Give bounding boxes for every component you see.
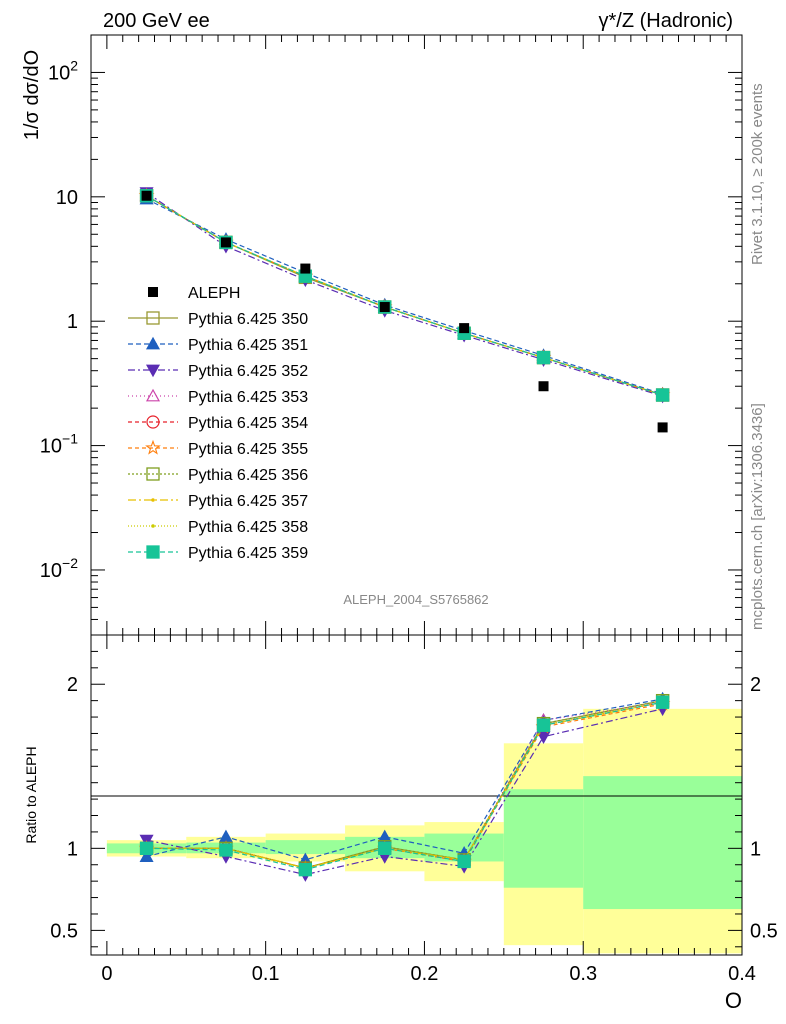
ratio-band-inner <box>265 840 346 855</box>
legend-marker <box>146 467 160 481</box>
xtick-label: 0 <box>101 963 112 985</box>
ratio-series-1-point <box>139 849 154 862</box>
header-left: 200 GeV ee <box>103 10 210 32</box>
legend-marker <box>151 524 155 528</box>
ratio-frame <box>90 634 743 956</box>
legend-label: Pythia 6.425 353 <box>188 389 308 406</box>
legend-label: Pythia 6.425 350 <box>188 311 308 328</box>
aleph-data-point <box>538 381 549 392</box>
xtick-label: 0.4 <box>728 963 756 985</box>
legend-label: Pythia 6.425 351 <box>188 337 308 354</box>
ratio-ytick-label-right: 1 <box>750 838 761 860</box>
main-ytick-label: 102 <box>48 57 78 84</box>
ratio-series-9-point <box>655 695 670 709</box>
legend-marker <box>145 388 161 402</box>
legend: ALEPH Pythia 6.425 350 Pythia 6.425 351 Pyt… <box>128 285 308 562</box>
ratio-ytick-label-left: 0.5 <box>50 920 78 942</box>
aleph-data-point <box>300 263 311 274</box>
main-ytick-label: 1 <box>67 311 78 333</box>
main-ytick-label: 10−2 <box>40 555 78 582</box>
main-panel: 102 10 1 10−1 10−2 1/σ dσ/dO ALEPH_2004_S576… <box>21 34 743 636</box>
legend-marker <box>146 415 160 429</box>
xtick-label: 0.1 <box>252 963 280 985</box>
xtick-label: 0.3 <box>569 963 597 985</box>
ratio-series-2-point <box>536 731 551 744</box>
main-ytick-label: 10−1 <box>40 431 78 458</box>
xtick-label: 0.2 <box>411 963 439 985</box>
ratio-ytick-label-right: 0.5 <box>750 920 778 942</box>
main-series-9-point <box>655 388 670 402</box>
ratio-ytick-label-right: 2 <box>750 674 761 696</box>
ratio-series-layer <box>138 691 671 882</box>
ratio-series-9-point <box>378 841 392 855</box>
aleph-data-point <box>657 422 668 433</box>
ratio-series-9-point <box>536 718 551 732</box>
aleph-data-point <box>459 323 470 334</box>
ratio-uncertainty-bands <box>106 708 742 954</box>
legend-marker <box>145 364 161 378</box>
main-series-9-point <box>536 350 551 365</box>
ratio-series-9-point <box>457 854 471 869</box>
main-ytick-label: 10 <box>56 187 78 209</box>
header-right: γ*/Z (Hadronic) <box>599 10 733 32</box>
aleph-data-point <box>141 190 152 201</box>
ratio-panel: 0 0.1 0.2 0.3 0.4 0.5 0.5 1 1 2 2 Ratio to ALEPH O <box>23 634 778 1013</box>
ratio-series-9-point <box>219 843 233 857</box>
legend-marker-aleph <box>148 287 158 297</box>
legend-marker <box>145 336 161 350</box>
legend-label: Pythia 6.425 356 <box>188 467 308 484</box>
ratio-series-9-point <box>139 841 154 855</box>
ratio-series-1-point <box>218 829 233 843</box>
analysis-label: ALEPH_2004_S5765862 <box>343 592 488 607</box>
legend-label: Pythia 6.425 358 <box>188 519 308 536</box>
legend-label: Pythia 6.425 354 <box>188 415 308 432</box>
legend-marker <box>145 439 161 455</box>
main-axis-ticks: 102 10 1 10−1 10−2 <box>40 34 743 636</box>
legend-marker <box>146 545 160 559</box>
legend-marker <box>151 498 155 502</box>
ratio-ytick-label-left: 1 <box>67 838 78 860</box>
legend-label: Pythia 6.425 352 <box>188 363 308 380</box>
legend-label: Pythia 6.425 355 <box>188 441 308 458</box>
legend-marker <box>146 311 160 325</box>
ratio-ylabel: Ratio to ALEPH <box>23 746 39 843</box>
aleph-data-point <box>379 302 390 313</box>
ratio-axis-ticks: 0 0.1 0.2 0.3 0.4 0.5 0.5 1 1 2 2 <box>50 635 778 985</box>
ratio-series-9-point <box>298 863 313 877</box>
mcplots-reference-text: mcplots.cern.ch [arXiv:1306.3436] <box>749 403 766 630</box>
legend-label: Pythia 6.425 359 <box>188 545 308 562</box>
aleph-data-point <box>220 237 231 248</box>
ratio-band-inner <box>503 789 584 888</box>
main-ylabel: 1/σ dσ/dO <box>21 50 43 140</box>
main-data-layer <box>141 190 668 433</box>
ratio-ytick-label-left: 2 <box>67 674 78 696</box>
legend-label: Pythia 6.425 357 <box>188 493 308 510</box>
rivet-version-text: Rivet 3.1.10, ≥ 200k events <box>749 83 766 265</box>
x-axis-label: O <box>725 988 742 1013</box>
ratio-band-inner <box>583 776 742 910</box>
legend-label-aleph: ALEPH <box>188 285 240 302</box>
